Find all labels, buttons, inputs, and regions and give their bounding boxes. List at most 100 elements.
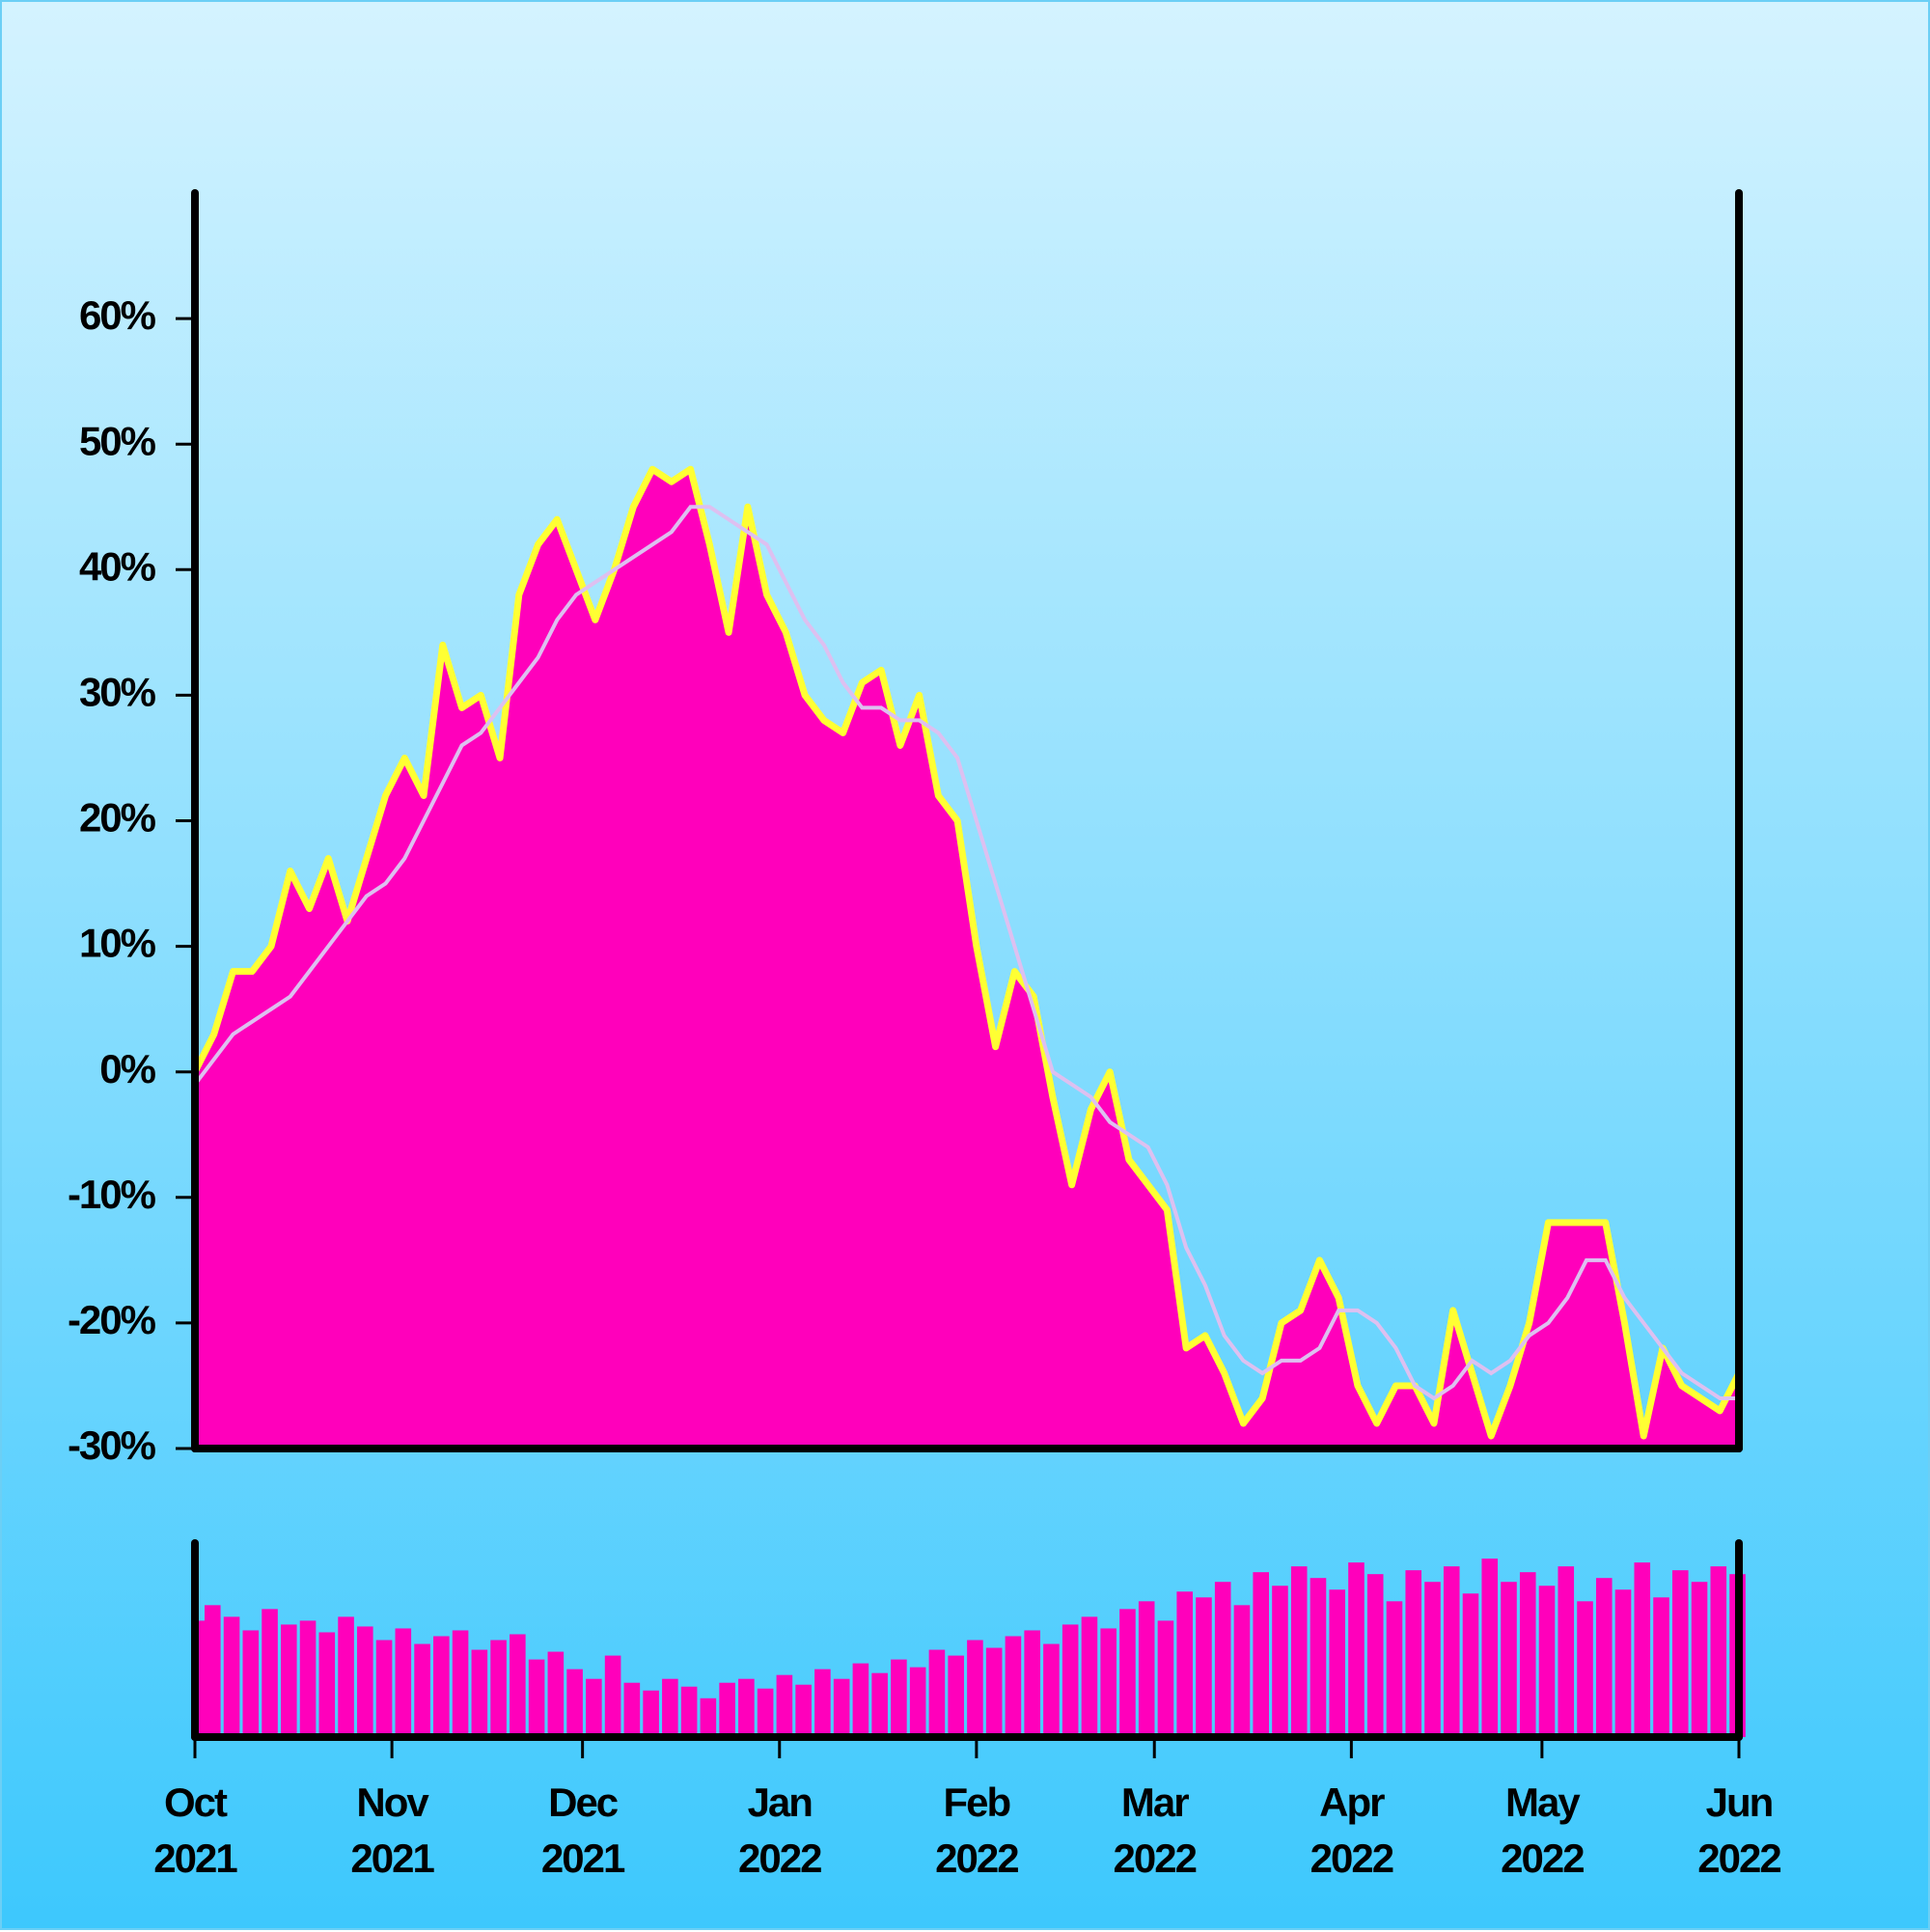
volume-bar [586, 1678, 602, 1737]
y-tick-label: 10% [79, 921, 156, 966]
volume-bar [1595, 1578, 1613, 1737]
volume-bar [795, 1684, 812, 1737]
volume-bar [852, 1663, 869, 1737]
volume-bar [1253, 1572, 1270, 1737]
volume-bar [1196, 1597, 1212, 1737]
area-edge [195, 465, 1739, 1440]
x-tick-label: Mar 2022 [1113, 1780, 1198, 1881]
volume-bar [1176, 1591, 1193, 1737]
volume-bar [1005, 1636, 1022, 1737]
volume-bar [662, 1678, 678, 1737]
y-tick-label: 50% [79, 418, 156, 463]
volume-bar [643, 1690, 659, 1737]
volume-bar [1538, 1586, 1556, 1737]
volume-bar [1519, 1572, 1536, 1737]
volume-bar [1614, 1589, 1632, 1737]
volume-bar [891, 1659, 907, 1737]
volume-bar [566, 1669, 583, 1737]
volume-bar [375, 1640, 393, 1737]
volume-bar [680, 1686, 698, 1737]
volume-bar [700, 1697, 717, 1737]
moving-average-line [195, 505, 1739, 1401]
volume-bar [1577, 1601, 1593, 1737]
y-tick-label: 40% [79, 543, 156, 589]
volume-bar [242, 1630, 260, 1737]
volume-bar [395, 1628, 412, 1737]
volume-bar [1024, 1630, 1040, 1737]
volume-bar [967, 1640, 983, 1737]
volume-bar [490, 1640, 507, 1737]
volume-bar [948, 1655, 964, 1737]
volume-bar [318, 1632, 336, 1737]
volume-bar [299, 1620, 317, 1737]
volume-bar [1366, 1574, 1384, 1737]
x-tick-label: Jun 2022 [1697, 1780, 1781, 1881]
volume-bar [1100, 1628, 1117, 1737]
volume-bar [547, 1651, 565, 1737]
volume-bar [1157, 1620, 1174, 1737]
volume-bar [623, 1682, 641, 1737]
volume-bar [776, 1674, 793, 1737]
volume-bar [1386, 1601, 1403, 1737]
volume-bar [433, 1636, 450, 1737]
volume-bar [528, 1659, 545, 1737]
volume-bar [814, 1669, 831, 1737]
volume-bar [510, 1634, 526, 1737]
volume-bar [1671, 1570, 1689, 1737]
volume-bar [1405, 1570, 1422, 1737]
volume-bar [1462, 1593, 1479, 1737]
volume-bar [1329, 1589, 1346, 1737]
volume-bar [223, 1616, 240, 1737]
volume-bar [1691, 1582, 1708, 1737]
volume-bar [871, 1672, 888, 1737]
volume-bar [338, 1616, 354, 1737]
volume-bar [985, 1647, 1003, 1737]
volume-bar [1443, 1566, 1460, 1737]
volume-bar [757, 1688, 774, 1737]
volume-bar [1348, 1562, 1365, 1737]
volume-bar [281, 1624, 297, 1737]
volume-bar [1310, 1578, 1327, 1737]
volume-bar [909, 1667, 926, 1737]
volume-bar [738, 1678, 755, 1737]
volume-bar [928, 1649, 946, 1737]
volume-bar [1634, 1562, 1651, 1737]
volume-bar [1138, 1601, 1155, 1737]
volume-bar [1424, 1582, 1441, 1737]
y-tick-label: -20% [68, 1297, 156, 1342]
x-tick-label: Feb 2022 [935, 1780, 1019, 1881]
x-tick-label: Dec 2021 [540, 1780, 625, 1881]
volume-bar [1290, 1566, 1308, 1737]
volume-bar [262, 1609, 278, 1737]
x-tick-label: Oct 2021 [153, 1780, 237, 1881]
x-tick-label: May 2022 [1501, 1780, 1585, 1881]
volume-bar [1081, 1616, 1098, 1737]
x-tick-label: Apr 2022 [1310, 1780, 1394, 1881]
x-tick-label: Nov 2021 [350, 1780, 434, 1881]
volume-bar [719, 1682, 735, 1737]
volume-bar [1062, 1624, 1079, 1737]
volume-bar [204, 1605, 221, 1737]
volume-bar [1653, 1597, 1669, 1737]
y-tick-label: 60% [79, 292, 156, 338]
x-tick-label: Jan 2022 [738, 1780, 822, 1881]
volume-bar [452, 1630, 469, 1737]
volume-bar [357, 1626, 373, 1737]
volume-bar [1119, 1609, 1136, 1737]
volume-bar [414, 1643, 430, 1737]
volume-bar [604, 1655, 621, 1737]
y-tick-label: 30% [79, 669, 156, 714]
y-tick-label: 0% [99, 1046, 155, 1091]
volume-bar [1710, 1566, 1727, 1737]
y-tick-label: -10% [68, 1172, 156, 1217]
y-tick-label: -30% [68, 1422, 156, 1468]
area [195, 469, 1739, 1449]
volume-bar [1214, 1582, 1231, 1737]
volume-bar [1501, 1582, 1517, 1737]
volume-bar [1481, 1559, 1499, 1737]
volume-bar [833, 1678, 850, 1737]
y-tick-label: 20% [79, 795, 156, 841]
volume-bar [1272, 1586, 1288, 1737]
